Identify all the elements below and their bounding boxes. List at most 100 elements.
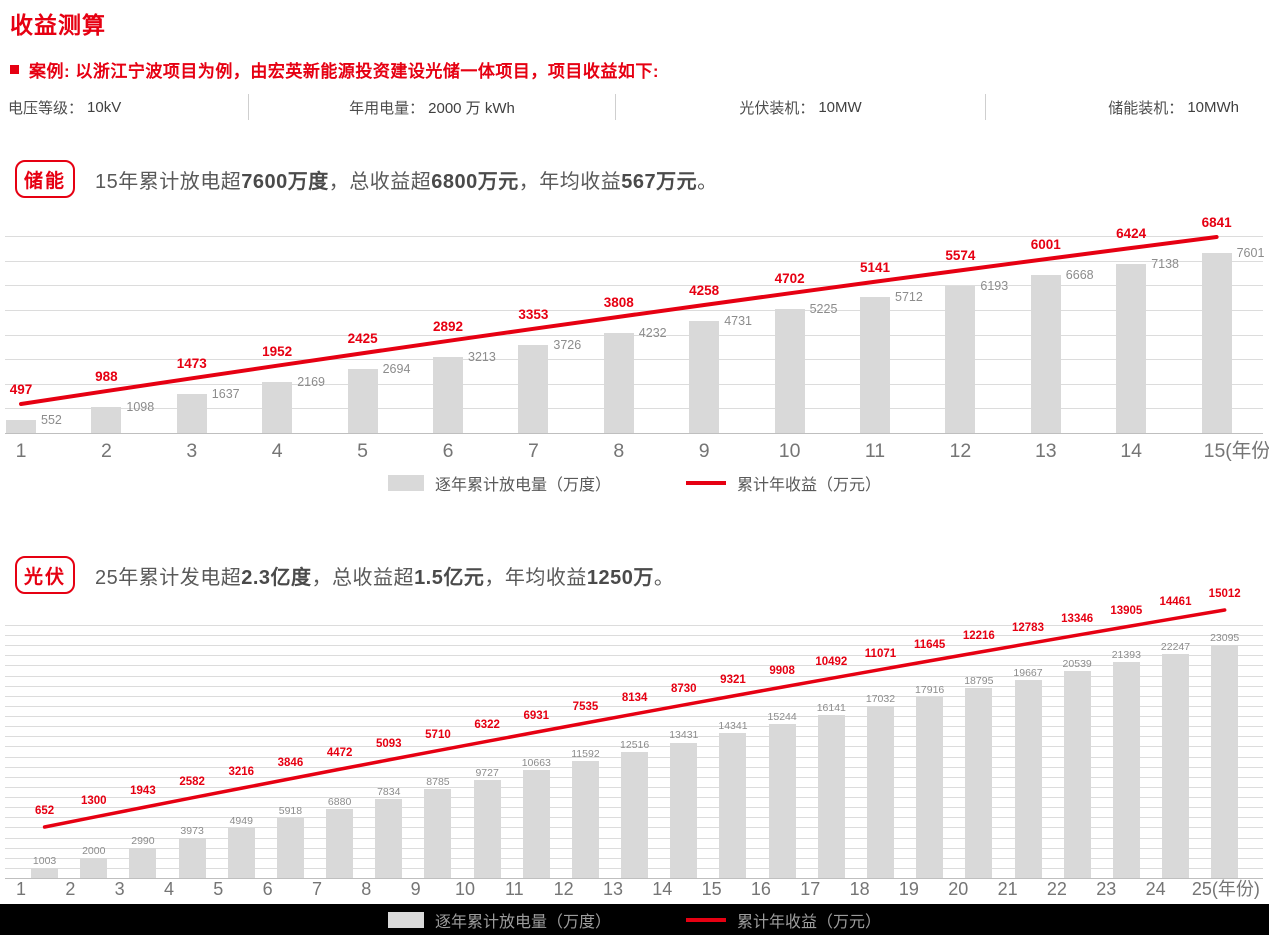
- divider: [248, 94, 249, 120]
- gridline: [5, 309, 1263, 311]
- line-value-label: 5710: [425, 728, 451, 741]
- x-axis-label: 11: [504, 879, 524, 899]
- legend-line-item: 累计年收益（万元）: [686, 471, 881, 495]
- line-value-label: 4472: [326, 747, 353, 760]
- gridline: [5, 285, 1263, 287]
- x-axis-label: 5: [213, 879, 224, 899]
- bar-value-label: 18795: [964, 675, 994, 688]
- line-value-label: 497: [9, 382, 33, 397]
- legend-bar-label: 逐年累计放电量（万度）: [434, 914, 611, 931]
- bar-value-label: 9727: [475, 766, 499, 779]
- x-axis-label: 13: [602, 879, 623, 899]
- bar: [31, 867, 59, 878]
- x-axis-label: 8: [613, 440, 625, 462]
- gridline: [5, 408, 1263, 410]
- bar: [473, 779, 501, 878]
- line-value-label: 6322: [474, 719, 500, 732]
- bar: [6, 419, 36, 433]
- line-value-label: 13346: [1061, 613, 1094, 626]
- pv-chart: 1003 2000 2990 3973 4949 5918 6880 7834 8785 9727…: [0, 588, 1269, 904]
- heading-segment: ，总收益超: [328, 170, 432, 193]
- heading-segment: ，年均收益: [484, 566, 587, 589]
- heading-segment: ，年均收益: [518, 170, 622, 193]
- chart-plot-area: 552 1098 1637 2169 2694 3213 3726 4232 4731 5225 5…: [5, 215, 1265, 434]
- x-axis-label: 20: [948, 879, 969, 899]
- line-value-label: 6841: [1201, 215, 1232, 231]
- line-value-label: 2582: [179, 775, 205, 788]
- x-axis-label: 15: [701, 879, 722, 899]
- bar-value-label: 552: [41, 412, 62, 427]
- bar: [1014, 679, 1042, 878]
- gridline: [5, 746, 1263, 748]
- x-axis-label: 24: [1145, 879, 1166, 899]
- gridline: [5, 260, 1263, 262]
- bar-value-label: 4949: [229, 815, 253, 828]
- bar: [347, 369, 378, 433]
- gridline: [5, 655, 1263, 657]
- bar-value-label: 4232: [638, 325, 667, 340]
- heading-segment: 567万元: [621, 170, 698, 193]
- bar-value-label: 10663: [521, 757, 551, 770]
- x-axis-label: 9: [410, 879, 421, 899]
- line-value-label: 8134: [621, 691, 648, 704]
- revenue-line: [42, 608, 1227, 829]
- x-axis-label: 3: [114, 879, 125, 899]
- bar: [326, 808, 354, 878]
- info-label: 年用电量：: [349, 99, 425, 117]
- x-axis-label: 5: [357, 440, 369, 462]
- x-axis-label: 15(年份): [1203, 440, 1269, 462]
- bar: [860, 297, 890, 433]
- bar-value-label: 11592: [571, 748, 600, 761]
- pv-chart-legend: 逐年累计放电量（万度） 累计年收益（万元）: [0, 908, 1269, 932]
- bar-value-label: 12516: [620, 738, 650, 751]
- info-value: 10MW: [818, 98, 862, 116]
- gridline: [5, 736, 1263, 738]
- line-value-label: 652: [35, 805, 55, 817]
- gridline: [5, 716, 1263, 718]
- gridline: [5, 635, 1263, 637]
- bar-value-label: 5918: [278, 805, 303, 818]
- bar: [719, 733, 747, 878]
- bar: [571, 761, 599, 878]
- bar: [945, 286, 976, 433]
- bar-value-label: 3973: [180, 824, 204, 837]
- x-axis-label: 1: [15, 440, 27, 462]
- info-item-storage-capacity: 储能装机： 10MWh: [986, 90, 1269, 124]
- x-axis-label: 2: [100, 440, 112, 462]
- bar: [433, 356, 463, 433]
- heading-segment: 25年累计发电超: [95, 566, 242, 589]
- line-value-label: 5574: [945, 248, 976, 264]
- gridline: [5, 705, 1263, 707]
- line-value-label: 12216: [962, 630, 995, 643]
- line-value-label: 1943: [130, 785, 156, 798]
- storage-heading: 15年累计放电超7600万度，总收益超6800万元，年均收益567万元。: [95, 165, 718, 194]
- line-value-label: 5093: [375, 737, 402, 750]
- x-axis-label: 1: [15, 879, 26, 899]
- gridline: [5, 236, 1263, 237]
- gridline: [5, 726, 1263, 728]
- line-value-label: 15012: [1208, 588, 1241, 601]
- pv-badge: 光伏: [15, 556, 75, 594]
- gridline: [5, 383, 1263, 385]
- line-value-label: 1300: [80, 795, 107, 808]
- footer-band: 逐年累计放电量（万度） 累计年收益（万元）: [0, 904, 1269, 935]
- bar-value-label: 1637: [211, 387, 240, 402]
- bar-value-label: 23095: [1210, 632, 1240, 644]
- x-axis-label: 14: [1120, 440, 1143, 462]
- x-axis-label: 6: [442, 440, 454, 462]
- gridline: [5, 695, 1263, 697]
- bar-value-label: 7601: [1236, 245, 1265, 260]
- bar: [1116, 263, 1147, 433]
- bar-value-label: 20539: [1062, 657, 1092, 670]
- gridline: [5, 334, 1263, 336]
- heading-segment: 。: [653, 566, 675, 589]
- bar: [129, 847, 157, 878]
- line-value-label: 1952: [262, 343, 293, 359]
- x-axis-label: 8: [361, 879, 372, 899]
- info-value: 2000 万 kWh: [428, 99, 515, 117]
- x-axis-label: 4: [271, 440, 283, 462]
- x-axis-label: 18: [849, 879, 870, 899]
- chart-plot-area: 1003 2000 2990 3973 4949 5918 6880 7834 8785 9727…: [5, 588, 1263, 879]
- x-axis-label: 22: [1046, 879, 1067, 899]
- x-axis-label: 9: [698, 440, 710, 462]
